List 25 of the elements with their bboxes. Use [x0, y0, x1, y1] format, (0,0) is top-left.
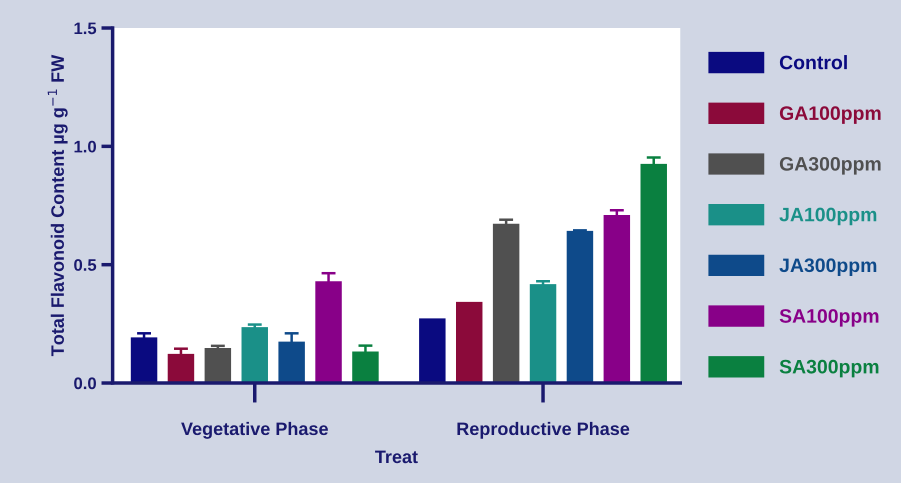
bar [204, 348, 232, 384]
y-tick-label: 0.5 [74, 259, 96, 271]
legend-label: GA300ppm [780, 156, 881, 175]
bar [168, 354, 194, 384]
legend-label: JA300ppm [779, 258, 876, 276]
bar [566, 230, 594, 384]
legend-label: Control [780, 55, 847, 70]
bar [456, 302, 482, 384]
x-axis-title: Treat [375, 450, 418, 464]
x-tick-label: Vegetative Phase [181, 422, 328, 439]
bar [492, 224, 520, 384]
bar [604, 215, 630, 384]
bar [242, 327, 268, 384]
legend-label: GA100ppm [780, 106, 881, 124]
y-tick-label: 1.0 [74, 140, 96, 153]
legend-label: SA100ppm [780, 309, 878, 327]
y-tick-label: 0.0 [74, 377, 96, 390]
x-tick-label: Reproductive Phase [457, 422, 630, 439]
bar [130, 337, 158, 384]
bar [530, 284, 556, 384]
bar [419, 318, 446, 384]
legend-label: SA300ppm [780, 360, 878, 378]
y-axis-title: Total Flavonoid Content µg g$^{−1}$ FW [48, 54, 68, 356]
legend-label: JA100ppm [779, 208, 876, 226]
y-tick-label: 1.5 [74, 22, 96, 34]
